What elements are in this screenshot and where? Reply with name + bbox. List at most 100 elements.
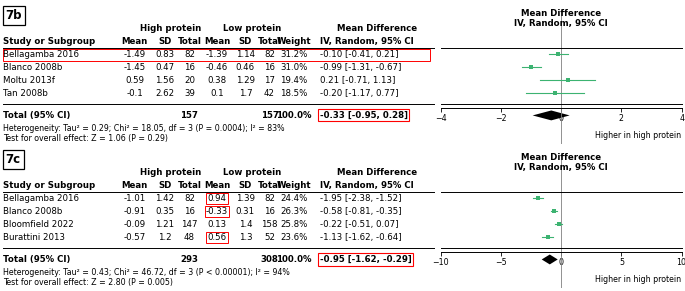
Text: Heterogeneity: Tau² = 0.29; Chi² = 18.05, df = 3 (P = 0.0004); I² = 83%: Heterogeneity: Tau² = 0.29; Chi² = 18.05… <box>3 124 285 133</box>
Text: Mean Difference: Mean Difference <box>337 168 417 177</box>
Text: -0.22 [-0.51, 0.07]: -0.22 [-0.51, 0.07] <box>320 220 399 229</box>
Text: 26.3%: 26.3% <box>280 207 308 216</box>
Text: 157: 157 <box>260 111 279 120</box>
Text: -1.13 [-1.62, -0.64]: -1.13 [-1.62, -0.64] <box>320 233 401 242</box>
Text: 293: 293 <box>180 255 199 264</box>
Text: 157: 157 <box>180 111 199 120</box>
Text: -0.09: -0.09 <box>124 220 146 229</box>
Text: High protein: High protein <box>140 24 201 33</box>
Text: 0.21 [-0.71, 1.13]: 0.21 [-0.71, 1.13] <box>320 76 395 85</box>
Text: Mean: Mean <box>204 37 230 46</box>
Text: Tan 2008b: Tan 2008b <box>3 89 49 98</box>
Text: 39: 39 <box>184 89 195 98</box>
Text: 31.0%: 31.0% <box>280 63 308 72</box>
Text: 100.0%: 100.0% <box>276 111 312 120</box>
Text: 0.47: 0.47 <box>155 63 175 72</box>
Text: Mean: Mean <box>204 181 230 190</box>
Text: 1.39: 1.39 <box>236 194 255 203</box>
Text: -0.20 [-1.17, 0.77]: -0.20 [-1.17, 0.77] <box>320 89 399 98</box>
Text: Mean Difference
IV, Random, 95% CI: Mean Difference IV, Random, 95% CI <box>514 9 608 28</box>
Text: 158: 158 <box>261 220 278 229</box>
Text: 0.59: 0.59 <box>125 76 145 85</box>
Text: 0.35: 0.35 <box>155 207 175 216</box>
Text: 24.4%: 24.4% <box>280 194 308 203</box>
Text: 19.4%: 19.4% <box>280 76 308 85</box>
Text: 0.31: 0.31 <box>236 207 255 216</box>
Text: Burattini 2013: Burattini 2013 <box>3 233 66 242</box>
Text: Higher in high protein: Higher in high protein <box>595 275 682 284</box>
Text: 1.29: 1.29 <box>236 76 255 85</box>
Text: 1.42: 1.42 <box>155 194 175 203</box>
Text: 42: 42 <box>264 89 275 98</box>
Text: Moltu 2013f: Moltu 2013f <box>3 76 55 85</box>
Text: SD: SD <box>239 37 252 46</box>
Text: 16: 16 <box>264 207 275 216</box>
Text: IV, Random, 95% CI: IV, Random, 95% CI <box>320 181 414 190</box>
Text: -0.10 [-0.41, 0.21]: -0.10 [-0.41, 0.21] <box>320 50 399 59</box>
Polygon shape <box>533 111 570 120</box>
Text: -0.99 [-1.31, -0.67]: -0.99 [-1.31, -0.67] <box>320 63 401 72</box>
Text: Low protein: Low protein <box>223 168 281 177</box>
Text: Total: Total <box>258 37 282 46</box>
Text: 0.83: 0.83 <box>155 50 175 59</box>
Text: Study or Subgroup: Study or Subgroup <box>3 37 96 46</box>
Text: Mean: Mean <box>122 181 148 190</box>
Text: Total: Total <box>177 37 201 46</box>
Text: 16: 16 <box>264 63 275 72</box>
Text: 52: 52 <box>264 233 275 242</box>
Text: -1.39: -1.39 <box>206 50 228 59</box>
Text: -0.95 [-1.62, -0.29]: -0.95 [-1.62, -0.29] <box>320 255 412 264</box>
Text: -1.01: -1.01 <box>123 194 146 203</box>
Text: SD: SD <box>158 181 172 190</box>
Text: 82: 82 <box>264 50 275 59</box>
Text: Test for overall effect: Z = 1.06 (P = 0.29): Test for overall effect: Z = 1.06 (P = 0… <box>3 134 169 143</box>
Text: 1.4: 1.4 <box>238 220 252 229</box>
Text: Bellagamba 2016: Bellagamba 2016 <box>3 194 79 203</box>
Text: High protein: High protein <box>140 168 201 177</box>
Text: 48: 48 <box>184 233 195 242</box>
Text: 1.14: 1.14 <box>236 50 255 59</box>
Text: Higher in high protein: Higher in high protein <box>595 131 682 140</box>
Text: 25.8%: 25.8% <box>280 220 308 229</box>
Text: Weight: Weight <box>277 37 312 46</box>
Text: 1.21: 1.21 <box>155 220 175 229</box>
Text: IV, Random, 95% CI: IV, Random, 95% CI <box>320 37 414 46</box>
Text: 1.3: 1.3 <box>238 233 252 242</box>
Text: Total: Total <box>177 181 201 190</box>
Text: 147: 147 <box>182 220 198 229</box>
Text: Total (95% CI): Total (95% CI) <box>3 111 71 120</box>
Text: -1.95 [-2.38, -1.52]: -1.95 [-2.38, -1.52] <box>320 194 401 203</box>
Text: 1.2: 1.2 <box>158 233 172 242</box>
Text: 0.46: 0.46 <box>236 63 255 72</box>
Text: -0.46: -0.46 <box>206 63 228 72</box>
Text: 17: 17 <box>264 76 275 85</box>
Text: 0.94: 0.94 <box>208 194 227 203</box>
Text: 2.62: 2.62 <box>155 89 175 98</box>
Text: Low protein: Low protein <box>223 24 281 33</box>
Text: Mean: Mean <box>122 37 148 46</box>
Text: -1.49: -1.49 <box>124 50 146 59</box>
Text: Bloomfield 2022: Bloomfield 2022 <box>3 220 74 229</box>
Text: -0.91: -0.91 <box>124 207 146 216</box>
Text: Bellagamba 2016: Bellagamba 2016 <box>3 50 79 59</box>
Text: 7b: 7b <box>5 9 22 22</box>
Polygon shape <box>542 255 558 265</box>
Text: -0.33 [-0.95, 0.28]: -0.33 [-0.95, 0.28] <box>320 111 408 120</box>
Text: SD: SD <box>158 37 172 46</box>
Text: 31.2%: 31.2% <box>280 50 308 59</box>
Text: 23.6%: 23.6% <box>280 233 308 242</box>
Text: 0.1: 0.1 <box>210 89 224 98</box>
Text: Blanco 2008b: Blanco 2008b <box>3 63 63 72</box>
Text: 308: 308 <box>260 255 279 264</box>
Text: Test for overall effect: Z = 2.80 (P = 0.005): Test for overall effect: Z = 2.80 (P = 0… <box>3 278 173 288</box>
Text: 7c: 7c <box>5 153 21 166</box>
Text: Mean Difference: Mean Difference <box>337 24 417 33</box>
Text: -0.1: -0.1 <box>127 89 143 98</box>
Text: Study or Subgroup: Study or Subgroup <box>3 181 96 190</box>
Text: 16: 16 <box>184 63 195 72</box>
Text: Heterogeneity: Tau² = 0.43; Chi² = 46.72, df = 3 (P < 0.00001); I² = 94%: Heterogeneity: Tau² = 0.43; Chi² = 46.72… <box>3 268 290 277</box>
Text: SD: SD <box>239 181 252 190</box>
Text: Weight: Weight <box>277 181 312 190</box>
Text: 100.0%: 100.0% <box>276 255 312 264</box>
Text: 0.13: 0.13 <box>208 220 227 229</box>
